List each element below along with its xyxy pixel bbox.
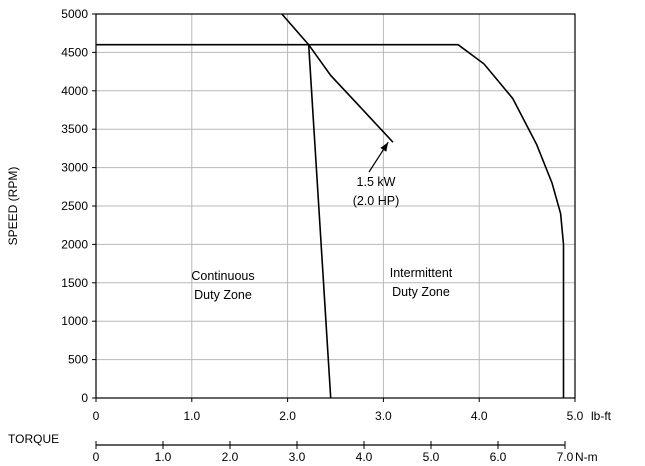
series-line-0 <box>307 44 332 399</box>
y-tick-label: 4500 <box>61 45 88 59</box>
x-nm-tick-label: 3.0 <box>289 450 306 464</box>
intermittent-zone-line-2: Duty Zone <box>392 285 450 299</box>
continuous-zone-line-1: Continuous <box>191 269 254 283</box>
series-line-2 <box>281 13 394 143</box>
continuous-duty-zone-label: Continuous Duty Zone <box>191 269 254 302</box>
x-nm-tick-label: 6.0 <box>490 450 507 464</box>
x-axis-nm: 0 1.0 2.0 3.0 4.0 5.0 6.0 7.0 <box>93 441 574 464</box>
gridlines <box>96 14 575 398</box>
x-lbft-tick-label: 4.0 <box>471 409 488 423</box>
intermittent-duty-zone-label: Intermittent Duty Zone <box>390 266 453 299</box>
x-nm-tick-label: 7.0 <box>557 450 574 464</box>
y-tick-label: 3500 <box>61 122 88 136</box>
y-tick-label: 1500 <box>61 276 88 290</box>
y-tick-label: 5000 <box>61 7 88 21</box>
y-tick-label: 500 <box>68 353 88 367</box>
x-axis-title: TORQUE <box>8 432 59 446</box>
x-nm-tick-label: 0 <box>93 450 100 464</box>
y-axis-ticks: 0 500 1000 1500 2000 2500 3000 3500 4000 4500 5000 <box>61 7 96 405</box>
power-hp-label: (2.0 HP) <box>353 194 400 208</box>
series-line-1 <box>96 43 565 398</box>
x-axis-nm-unit: N-m <box>575 450 598 464</box>
x-nm-tick-label: 5.0 <box>423 450 440 464</box>
x-lbft-tick-label: 0 <box>93 409 100 423</box>
power-rating-annotation: 1.5 kW (2.0 HP) <box>353 141 400 208</box>
y-tick-label: 4000 <box>61 84 88 98</box>
y-tick-label: 2500 <box>61 199 88 213</box>
x-nm-tick-label: 2.0 <box>222 450 239 464</box>
x-nm-tick-label: 1.0 <box>155 450 172 464</box>
y-tick-label: 2000 <box>61 237 88 251</box>
x-lbft-tick-label: 1.0 <box>183 409 200 423</box>
y-axis-title: SPEED (RPM) <box>6 167 20 246</box>
power-kw-label: 1.5 kW <box>357 175 396 189</box>
x-lbft-tick-label: 2.0 <box>279 409 296 423</box>
y-tick-label: 0 <box>81 391 88 405</box>
annotation-arrow-head <box>380 142 389 152</box>
y-tick-label: 3000 <box>61 161 88 175</box>
y-tick-label: 1000 <box>61 314 88 328</box>
intermittent-zone-line-1: Intermittent <box>390 266 453 280</box>
x-lbft-tick-label: 3.0 <box>375 409 392 423</box>
x-nm-tick-label: 4.0 <box>356 450 373 464</box>
continuous-zone-line-2: Duty Zone <box>194 288 252 302</box>
x-lbft-tick-label: 5.0 <box>567 409 584 423</box>
x-axis-lbft-unit: lb-ft <box>591 409 612 423</box>
x-axis-lbft: 0 1.0 2.0 3.0 4.0 5.0 <box>93 398 584 423</box>
series-layer <box>96 13 565 399</box>
